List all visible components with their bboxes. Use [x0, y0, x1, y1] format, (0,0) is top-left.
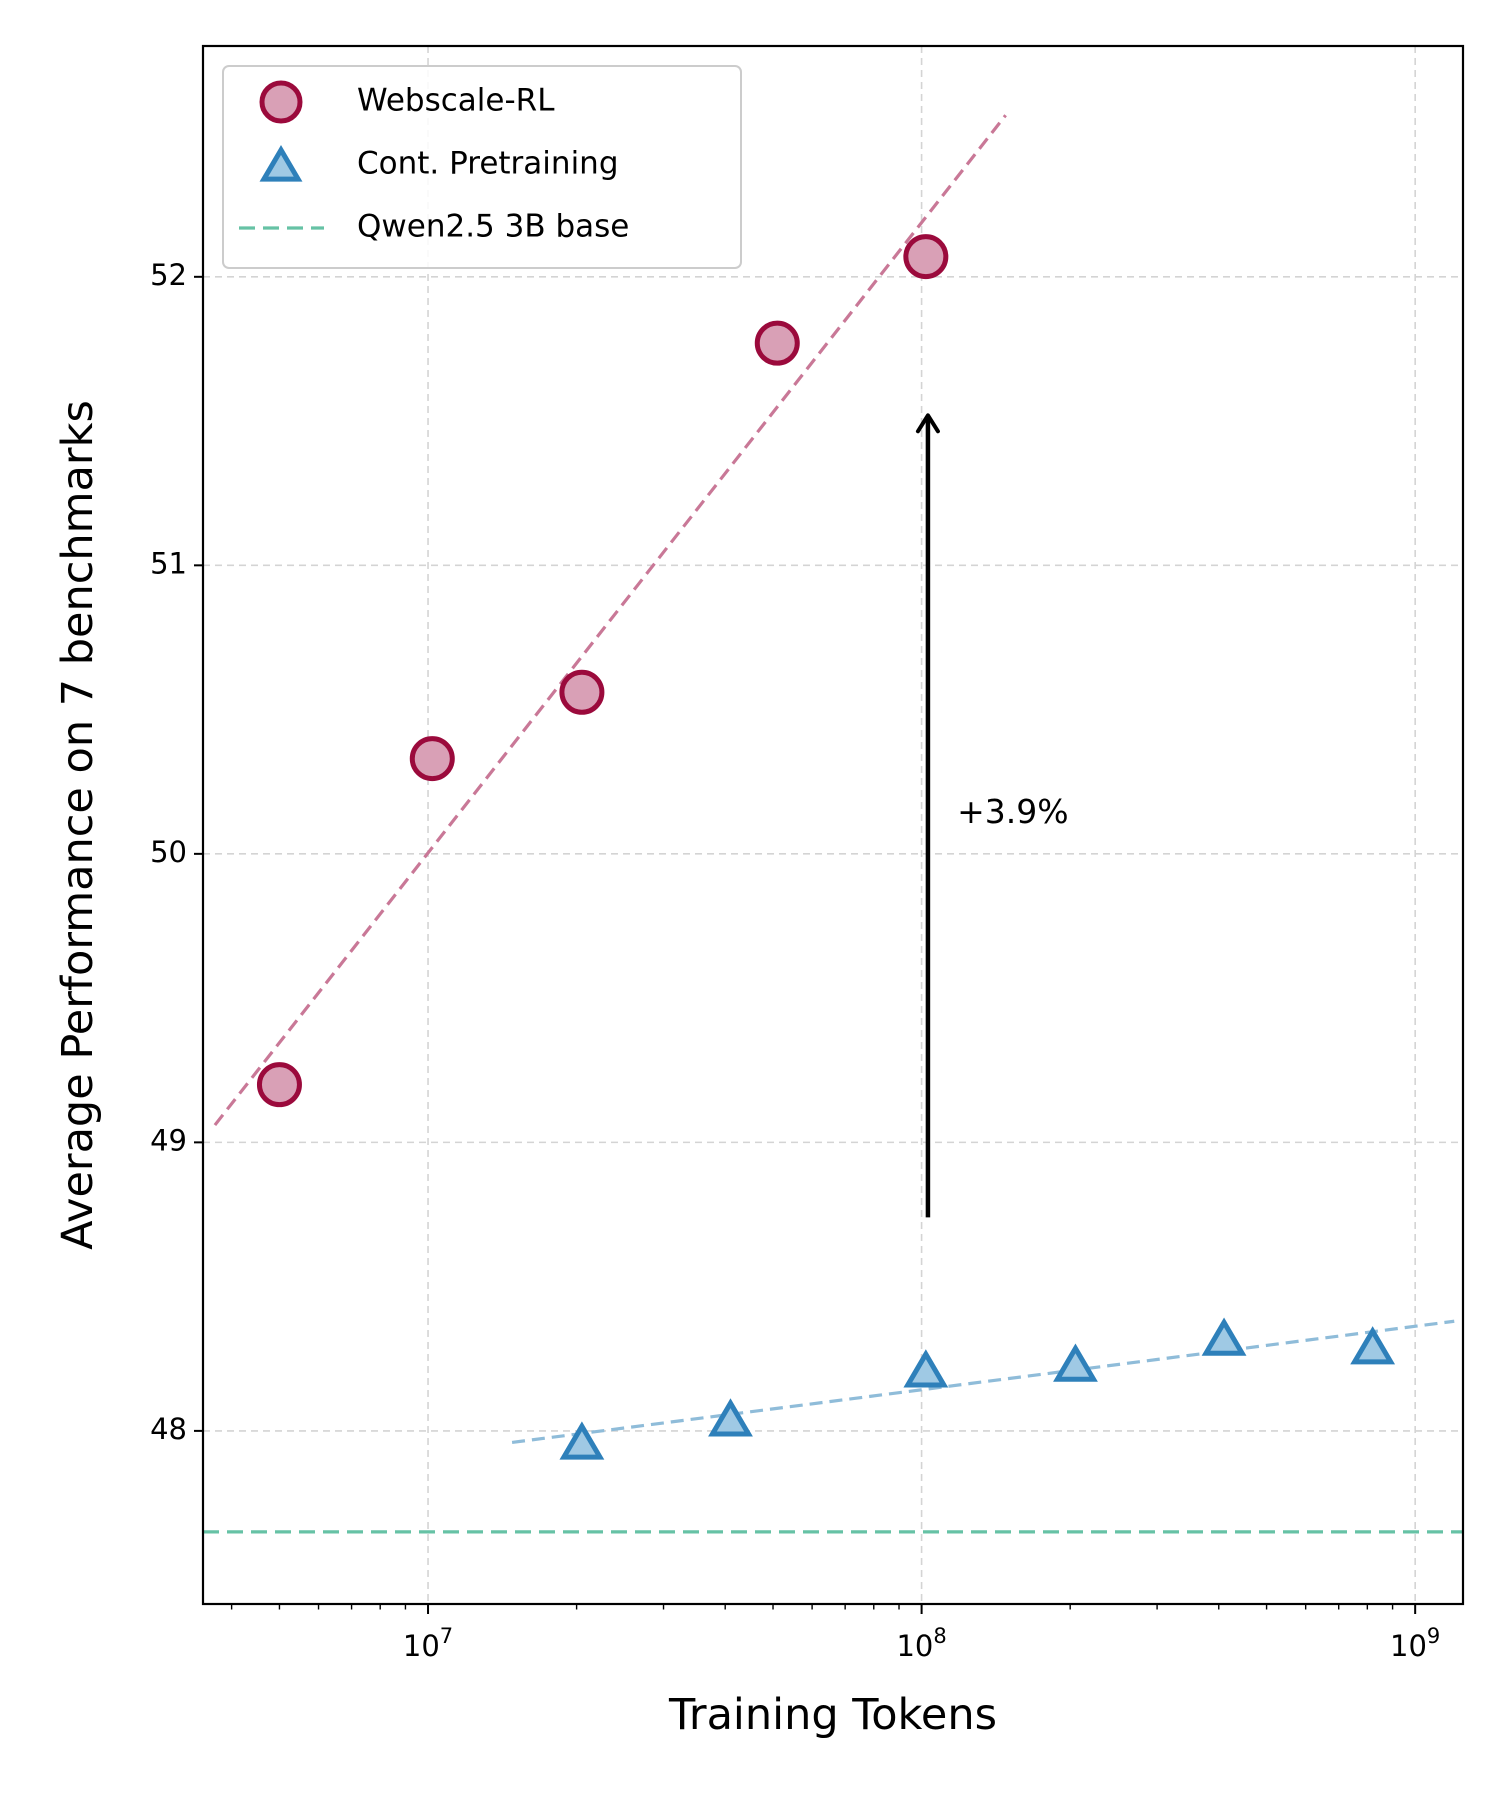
data-point-cont-pretraining	[1201, 1317, 1247, 1356]
legend-marker-cont-pretraining	[259, 145, 303, 182]
legend-label: Qwen2.5 3B base	[357, 209, 629, 245]
data-point-webscale-rl	[559, 669, 605, 715]
x-axis-title: Training Tokens	[668, 1690, 997, 1740]
plot-frame	[201, 44, 1465, 1606]
data-point-webscale-rl	[256, 1062, 302, 1108]
x-tick-label: 109	[1390, 1624, 1440, 1663]
y-tick-label: 48	[150, 1412, 187, 1446]
x-tick-label: 107	[403, 1624, 453, 1663]
y-tick-label: 52	[150, 258, 187, 292]
annotation-arrow-head	[915, 413, 940, 434]
data-point-cont-pretraining	[1053, 1343, 1098, 1382]
y-tick-label: 51	[150, 546, 187, 580]
fit-line-webscale-rl	[213, 114, 1007, 1127]
legend-label: Webscale-RL	[357, 83, 555, 119]
y-tick-label: 50	[150, 835, 187, 869]
legend-marker-webscale-rl	[259, 80, 303, 124]
data-point-webscale-rl	[754, 320, 800, 366]
data-point-webscale-rl	[409, 736, 455, 782]
data-point-cont-pretraining	[559, 1421, 605, 1460]
data-point-cont-pretraining	[903, 1349, 949, 1388]
fit-line-cont-pretraining	[511, 1319, 1455, 1445]
data-point-cont-pretraining	[1350, 1326, 1396, 1365]
annotation-label: +3.9%	[957, 792, 1068, 831]
legend: Webscale-RL Cont. Pretraining Qwen2.5 3B b…	[222, 65, 742, 269]
legend-label: Cont. Pretraining	[357, 146, 619, 182]
data-point-webscale-rl	[903, 234, 949, 280]
data-point-cont-pretraining	[708, 1398, 753, 1437]
x-tick-label: 108	[896, 1624, 946, 1663]
y-axis-title: Average Performance on 7 benchmarks	[53, 400, 103, 1250]
legend-box	[222, 65, 742, 269]
plot-area	[203, 114, 1463, 1534]
y-tick-label: 49	[150, 1123, 187, 1157]
